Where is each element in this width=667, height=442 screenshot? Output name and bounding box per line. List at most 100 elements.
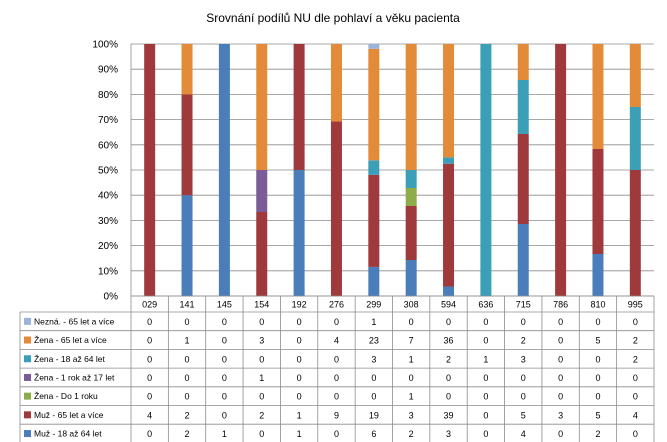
table-cell-value: 0 xyxy=(595,354,600,364)
table-cell-value: 0 xyxy=(483,373,488,383)
bar-segment xyxy=(256,170,268,212)
category-label: 786 xyxy=(553,300,568,310)
table-cell-value: 1 xyxy=(297,410,302,420)
table-cell-value: 0 xyxy=(371,392,376,402)
table-cell-value: 0 xyxy=(595,392,600,402)
legend-swatch xyxy=(24,355,31,363)
y-tick-label: 70% xyxy=(98,115,118,126)
table-cell-value: 0 xyxy=(185,354,190,364)
table-cell-value: 2 xyxy=(633,354,638,364)
category-label: 715 xyxy=(516,300,531,310)
category-label: 192 xyxy=(292,300,307,310)
table-cell-value: 0 xyxy=(222,392,227,402)
bar-segment xyxy=(256,212,268,296)
table-cell-value: 0 xyxy=(334,354,339,364)
bar-segment xyxy=(592,254,604,296)
bar-segment xyxy=(592,149,604,254)
legend-label: Muž - 65 let a více xyxy=(34,410,104,420)
bar-segment xyxy=(629,44,641,107)
category-label: 308 xyxy=(404,300,419,310)
table-cell-value: 0 xyxy=(297,392,302,402)
y-tick-label: 80% xyxy=(98,90,118,101)
bar-segment xyxy=(368,48,380,161)
legend-swatch xyxy=(24,336,31,344)
legend-swatch xyxy=(24,392,31,400)
category-label: 995 xyxy=(628,300,643,310)
y-tick-label: 100% xyxy=(92,40,118,51)
table-cell-value: 1 xyxy=(371,317,376,327)
table-cell-value: 1 xyxy=(483,354,488,364)
table-cell-value: 0 xyxy=(222,317,227,327)
table-cell-value: 0 xyxy=(334,392,339,402)
table-cell-value: 0 xyxy=(147,354,152,364)
table-cell-value: 0 xyxy=(334,373,339,383)
y-tick-label: 20% xyxy=(98,241,118,252)
table-cell-value: 3 xyxy=(521,354,526,364)
table-cell-value: 1 xyxy=(409,392,414,402)
table-cell-value: 0 xyxy=(521,317,526,327)
y-tick-label: 0% xyxy=(104,292,119,303)
table-cell-value: 2 xyxy=(521,336,526,346)
gridlines xyxy=(130,43,654,297)
legend-label: Muž - 18 až 64 let xyxy=(34,429,102,439)
table-cell-value: 0 xyxy=(446,392,451,402)
category-label: 810 xyxy=(590,300,605,310)
table-cell-value: 2 xyxy=(595,429,600,439)
table-cell-value: 4 xyxy=(633,410,638,420)
table-cell-value: 3 xyxy=(371,354,376,364)
legend-label: Nezná. - 65 let a více xyxy=(34,316,115,326)
table-cell-value: 0 xyxy=(259,317,264,327)
legend-label: Žena - Do 1 roku xyxy=(34,391,98,401)
table-cell-value: 0 xyxy=(297,354,302,364)
table-cell-value: 0 xyxy=(633,317,638,327)
table-cell-value: 0 xyxy=(297,373,302,383)
table-cell-value: 6 xyxy=(371,429,376,439)
bar-segment xyxy=(181,94,193,196)
table-cell-value: 0 xyxy=(446,373,451,383)
bar-segment xyxy=(293,44,305,170)
bar-segment xyxy=(293,170,305,296)
legend-swatch xyxy=(24,317,31,325)
bar-segment xyxy=(368,160,380,175)
table-cell-value: 0 xyxy=(185,373,190,383)
category-label: 029 xyxy=(142,300,157,310)
y-tick-label: 60% xyxy=(98,140,118,151)
table-cell-value: 3 xyxy=(259,336,264,346)
bar-segment xyxy=(480,44,492,296)
table-cell-value: 1 xyxy=(222,429,227,439)
bar-segment xyxy=(517,44,529,80)
y-axis-ticks: 0% 10% 20% 30% 40% 50% 60% 70% 80% 90% 100% xyxy=(92,40,118,303)
table-cell-value: 4 xyxy=(334,336,339,346)
category-label: 594 xyxy=(441,300,456,310)
category-label: 145 xyxy=(217,300,232,310)
table-cell-value: 0 xyxy=(521,373,526,383)
table-cell-value: 23 xyxy=(369,336,379,346)
bar-segment xyxy=(517,134,529,224)
table-cell-value: 0 xyxy=(147,317,152,327)
table-cell-value: 1 xyxy=(409,354,414,364)
table-cell-value: 4 xyxy=(147,410,152,420)
table-cell-value: 19 xyxy=(369,410,379,420)
bar-segment xyxy=(368,44,380,49)
category-label: 636 xyxy=(478,300,493,310)
bars xyxy=(144,44,641,297)
table-cell-value: 0 xyxy=(297,317,302,327)
table-cell-value: 0 xyxy=(334,317,339,327)
table-cell-value: 0 xyxy=(558,429,563,439)
category-label: 154 xyxy=(254,300,269,310)
legend-label: Žena - 1 rok až 17 let xyxy=(34,372,115,382)
legend-swatch xyxy=(24,430,31,438)
bar-segment xyxy=(181,44,193,95)
table-cell-value: 0 xyxy=(446,317,451,327)
table-cell-value: 0 xyxy=(147,373,152,383)
bar-segment xyxy=(368,174,380,267)
data-table: 029 141 145 154 192 276 299 308 594 636 715 786 810 9… xyxy=(19,295,655,442)
table-cell-value: 9 xyxy=(334,410,339,420)
y-tick-label: 30% xyxy=(98,216,118,227)
table-cell-value: 1 xyxy=(259,373,264,383)
bar-segment xyxy=(405,206,417,260)
table-cell-value: 2 xyxy=(409,429,414,439)
bar-segment xyxy=(330,121,342,297)
table-cell-value: 2 xyxy=(446,354,451,364)
